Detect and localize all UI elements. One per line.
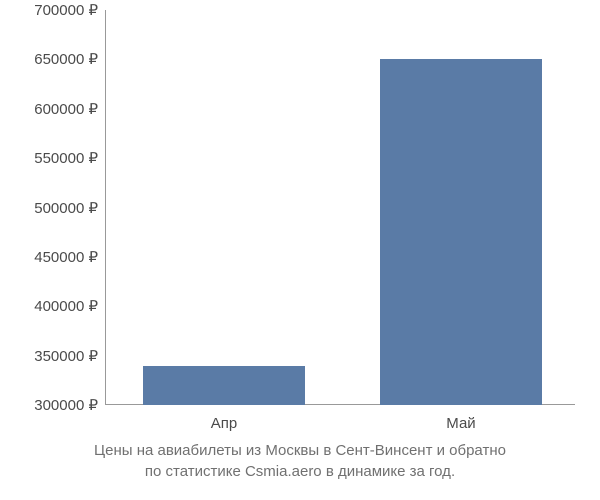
caption-line-2: по статистике Csmia.aero в динамике за г… [145,463,455,480]
x-tick-label: Май [446,415,475,432]
bar [143,366,305,406]
y-tick-label: 600000 ₽ [34,100,98,118]
chart-caption: Цены на авиабилеты из Москвы в Сент-Винс… [0,440,600,482]
y-tick-label: 350000 ₽ [34,347,98,365]
plot-area [105,10,575,405]
chart-container: 300000 ₽ 350000 ₽ 400000 ₽ 450000 ₽ 500000 ₽… [0,0,600,500]
y-tick-label: 500000 ₽ [34,199,98,217]
y-tick-label: 550000 ₽ [34,149,98,167]
y-tick-label: 650000 ₽ [34,50,98,68]
y-tick-label: 400000 ₽ [34,297,98,315]
y-tick-label: 300000 ₽ [34,396,98,414]
y-axis-line [105,10,106,405]
y-tick-label: 450000 ₽ [34,248,98,266]
bar [380,59,542,405]
y-tick-label: 700000 ₽ [34,1,98,19]
x-tick-label: Апр [211,415,237,432]
caption-line-1: Цены на авиабилеты из Москвы в Сент-Винс… [94,442,506,459]
